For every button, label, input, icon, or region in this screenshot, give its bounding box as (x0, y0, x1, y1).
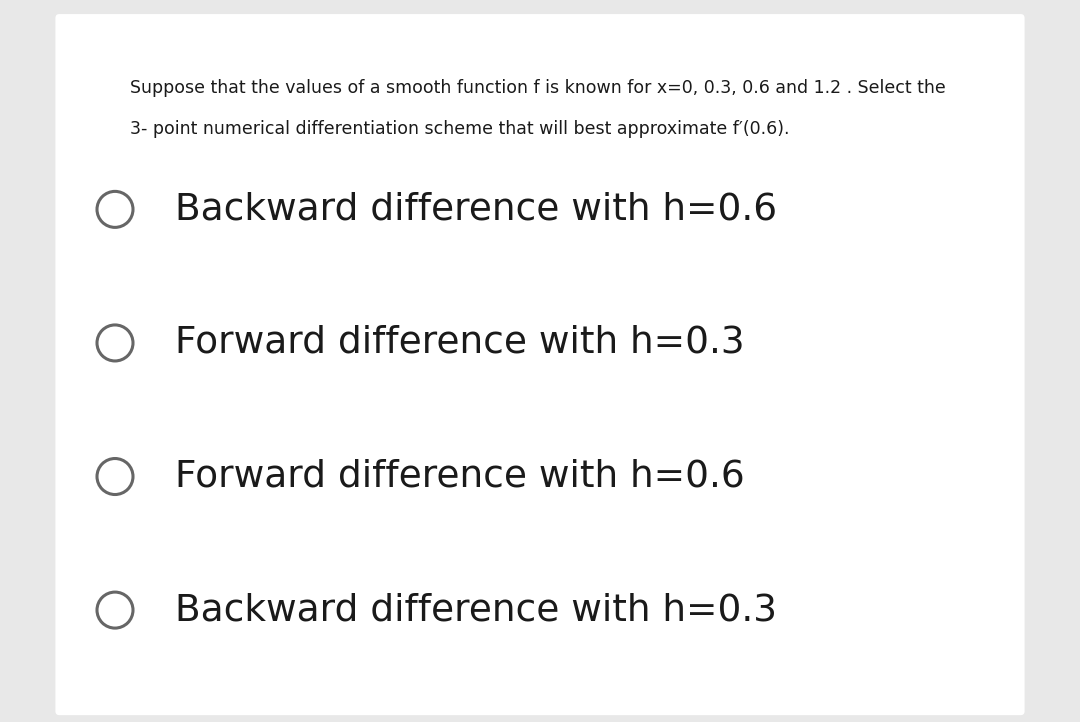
FancyBboxPatch shape (55, 14, 1025, 716)
Text: Forward difference with h=0.6: Forward difference with h=0.6 (175, 458, 745, 495)
Text: Backward difference with h=0.6: Backward difference with h=0.6 (175, 191, 778, 227)
Text: Forward difference with h=0.3: Forward difference with h=0.3 (175, 325, 744, 361)
Text: 3- point numerical differentiation scheme that will best approximate f′(0.6).: 3- point numerical differentiation schem… (130, 120, 789, 137)
Text: Suppose that the values of a smooth function f is known for x=0, 0.3, 0.6 and 1.: Suppose that the values of a smooth func… (130, 79, 946, 97)
Text: Backward difference with h=0.3: Backward difference with h=0.3 (175, 592, 777, 628)
